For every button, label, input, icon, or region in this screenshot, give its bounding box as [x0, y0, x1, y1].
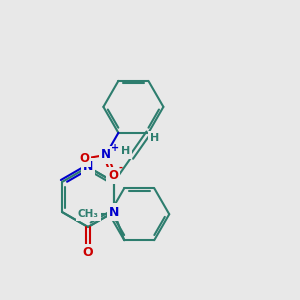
- Text: N: N: [100, 148, 111, 161]
- Text: H: H: [150, 133, 159, 143]
- Text: N: N: [109, 206, 119, 218]
- Text: N: N: [83, 160, 93, 173]
- Text: O: O: [83, 246, 93, 259]
- Text: O: O: [108, 169, 118, 182]
- Text: O: O: [80, 152, 89, 165]
- Text: +: +: [111, 143, 119, 153]
- Text: H: H: [121, 146, 130, 156]
- Text: -: -: [118, 163, 122, 173]
- Text: CH₃: CH₃: [78, 209, 99, 219]
